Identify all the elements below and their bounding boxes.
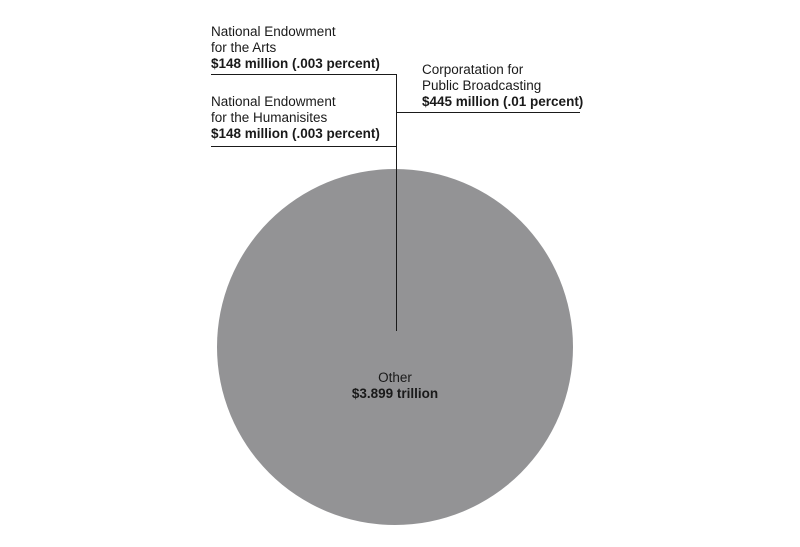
slice-name-line: Public Broadcasting bbox=[422, 78, 542, 93]
slice-label-nea: National Endowment for the Arts $148 mil… bbox=[211, 24, 380, 72]
slice-value-label: $148 million (.003 percent) bbox=[211, 56, 380, 71]
slice-name-line: Other bbox=[378, 370, 412, 385]
slice-value-label: $3.899 trillion bbox=[351, 386, 439, 401]
slice-name-line: for the Humanisites bbox=[211, 110, 328, 125]
pie-slice-other bbox=[217, 169, 573, 525]
slice-value-label: $148 million (.003 percent) bbox=[211, 126, 380, 141]
slice-value-label: $445 million (.01 percent) bbox=[422, 94, 584, 109]
slice-label-other: Other $3.899 trillion bbox=[352, 370, 438, 402]
slice-name-line: for the Arts bbox=[211, 40, 277, 55]
slice-label-neh: National Endowment for the Humanisites $… bbox=[211, 94, 380, 142]
slice-name-line: Corporatation for bbox=[422, 62, 524, 77]
slice-name-line: National Endowment bbox=[211, 24, 336, 39]
slice-name-line: National Endowment bbox=[211, 94, 336, 109]
slice-label-cpb: Corporatation for Public Broadcasting $4… bbox=[422, 62, 583, 110]
